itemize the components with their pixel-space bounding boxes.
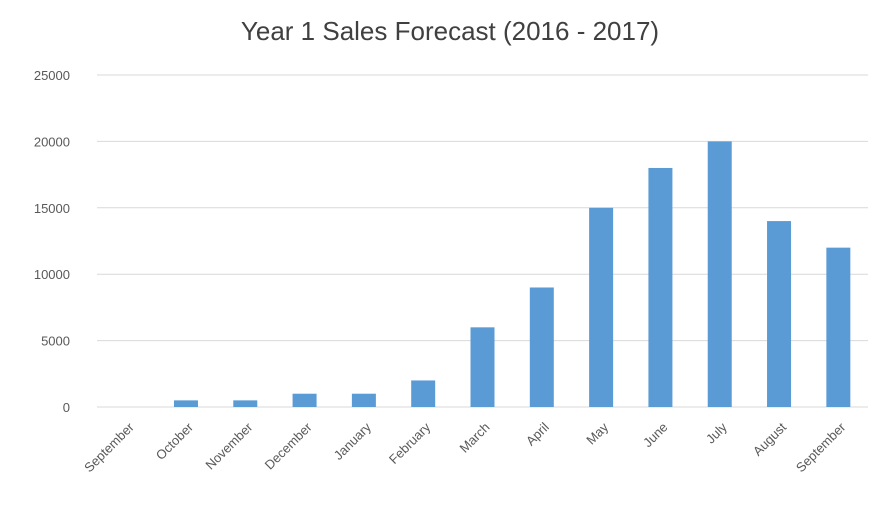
y-tick-label: 5000 [41,334,70,349]
bar-1 [173,400,198,407]
x-tick-label: February [386,419,434,467]
x-tick-label: March [456,420,492,456]
y-axis-tick-labels: 0 5000 10000 15000 20000 25000 [34,68,70,415]
bar-7 [529,287,554,407]
y-tick-label: 15000 [34,201,70,216]
x-tick-label: July [703,419,730,446]
y-tick-label: 25000 [34,68,70,83]
y-tick-label: 20000 [34,134,70,149]
bar-3 [292,393,317,407]
x-tick-label: October [153,419,197,463]
x-tick-label: September [81,419,137,475]
bar-2 [233,400,258,407]
x-tick-label: December [262,419,315,472]
y-tick-label: 10000 [34,267,70,282]
x-axis-tick-labels: September October November December January F… [81,419,849,475]
bar-9 [648,167,673,407]
x-tick-label: June [640,420,671,451]
x-tick-label: August [750,419,789,458]
bar-8 [589,207,614,407]
x-tick-label: May [583,419,611,447]
bar-4 [351,393,376,407]
bar-5 [411,380,436,407]
bar-11 [767,221,792,407]
x-tick-label: April [523,419,552,448]
bar-12 [826,247,851,407]
y-tick-label: 0 [63,400,70,415]
x-tick-label: January [331,419,375,463]
bars [173,141,851,407]
bar-6 [470,327,495,407]
chart-title: Year 1 Sales Forecast (2016 - 2017) [241,16,659,46]
x-tick-label: September [793,419,849,475]
x-tick-label: November [202,419,255,472]
bar-10 [707,141,732,407]
gridlines [97,74,868,408]
